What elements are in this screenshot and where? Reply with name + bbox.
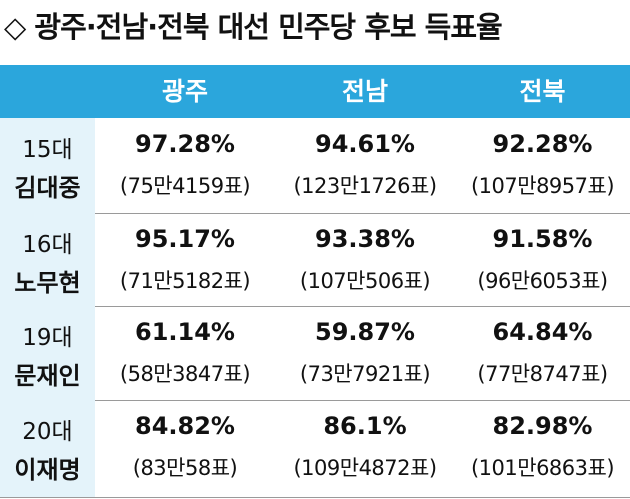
vote-count: (75만4159표) <box>119 174 251 198</box>
vote-count: (73만7921표) <box>299 362 431 386</box>
row-separator <box>0 400 630 401</box>
vote-count: (101만6863표) <box>470 456 615 480</box>
vote-count: (109만4872표) <box>293 456 437 480</box>
row-separator <box>0 497 630 498</box>
row-era: 19대 <box>22 325 73 351</box>
title: ◇ 광주·전남·전북 대선 민주당 후보 득표율 <box>4 10 503 44</box>
row-era: 16대 <box>22 232 73 258</box>
row-separator <box>0 213 630 214</box>
vote-share: 86.1% <box>323 412 407 440</box>
vote-share: 84.82% <box>135 412 235 440</box>
column-header: 전남 <box>341 77 388 106</box>
row-name: 이재명 <box>14 456 81 484</box>
row-label-bg <box>0 306 95 400</box>
row-separator <box>0 306 630 307</box>
row-name: 김대중 <box>14 174 81 202</box>
column-header: 전북 <box>519 77 566 106</box>
column-header: 광주 <box>161 77 208 106</box>
row-era: 15대 <box>22 137 73 163</box>
row-label-bg <box>0 213 95 306</box>
row-label-bg <box>0 118 95 213</box>
vote-count: (58만3847표) <box>119 362 251 386</box>
vote-share: 93.38% <box>315 225 415 253</box>
vote-share: 64.84% <box>492 318 593 346</box>
vote-count: (77만8747표) <box>477 362 608 386</box>
vote-share: 91.58% <box>492 225 593 253</box>
vote-share: 94.61% <box>315 130 415 158</box>
vote-share: 97.28% <box>135 130 235 158</box>
row-era: 20대 <box>22 419 73 445</box>
vote-share: 82.98% <box>492 412 593 440</box>
vote-count: (83만58표) <box>132 456 238 480</box>
vote-share: 59.87% <box>315 318 415 346</box>
vote-count: (107만506표) <box>299 269 431 293</box>
vote-share: 61.14% <box>135 318 235 346</box>
vote-share: 95.17% <box>135 225 235 253</box>
row-name: 노무현 <box>14 269 81 297</box>
vote-count: (96만6053표) <box>477 269 608 293</box>
vote-share: 92.28% <box>492 130 593 158</box>
row-label-bg <box>0 400 95 497</box>
row-name: 문재인 <box>14 362 81 390</box>
vote-count: (71만5182표) <box>119 269 251 293</box>
header-bar <box>0 65 630 118</box>
vote-count: (123만1726표) <box>293 174 437 198</box>
vote-count: (107만8957표) <box>470 174 615 198</box>
